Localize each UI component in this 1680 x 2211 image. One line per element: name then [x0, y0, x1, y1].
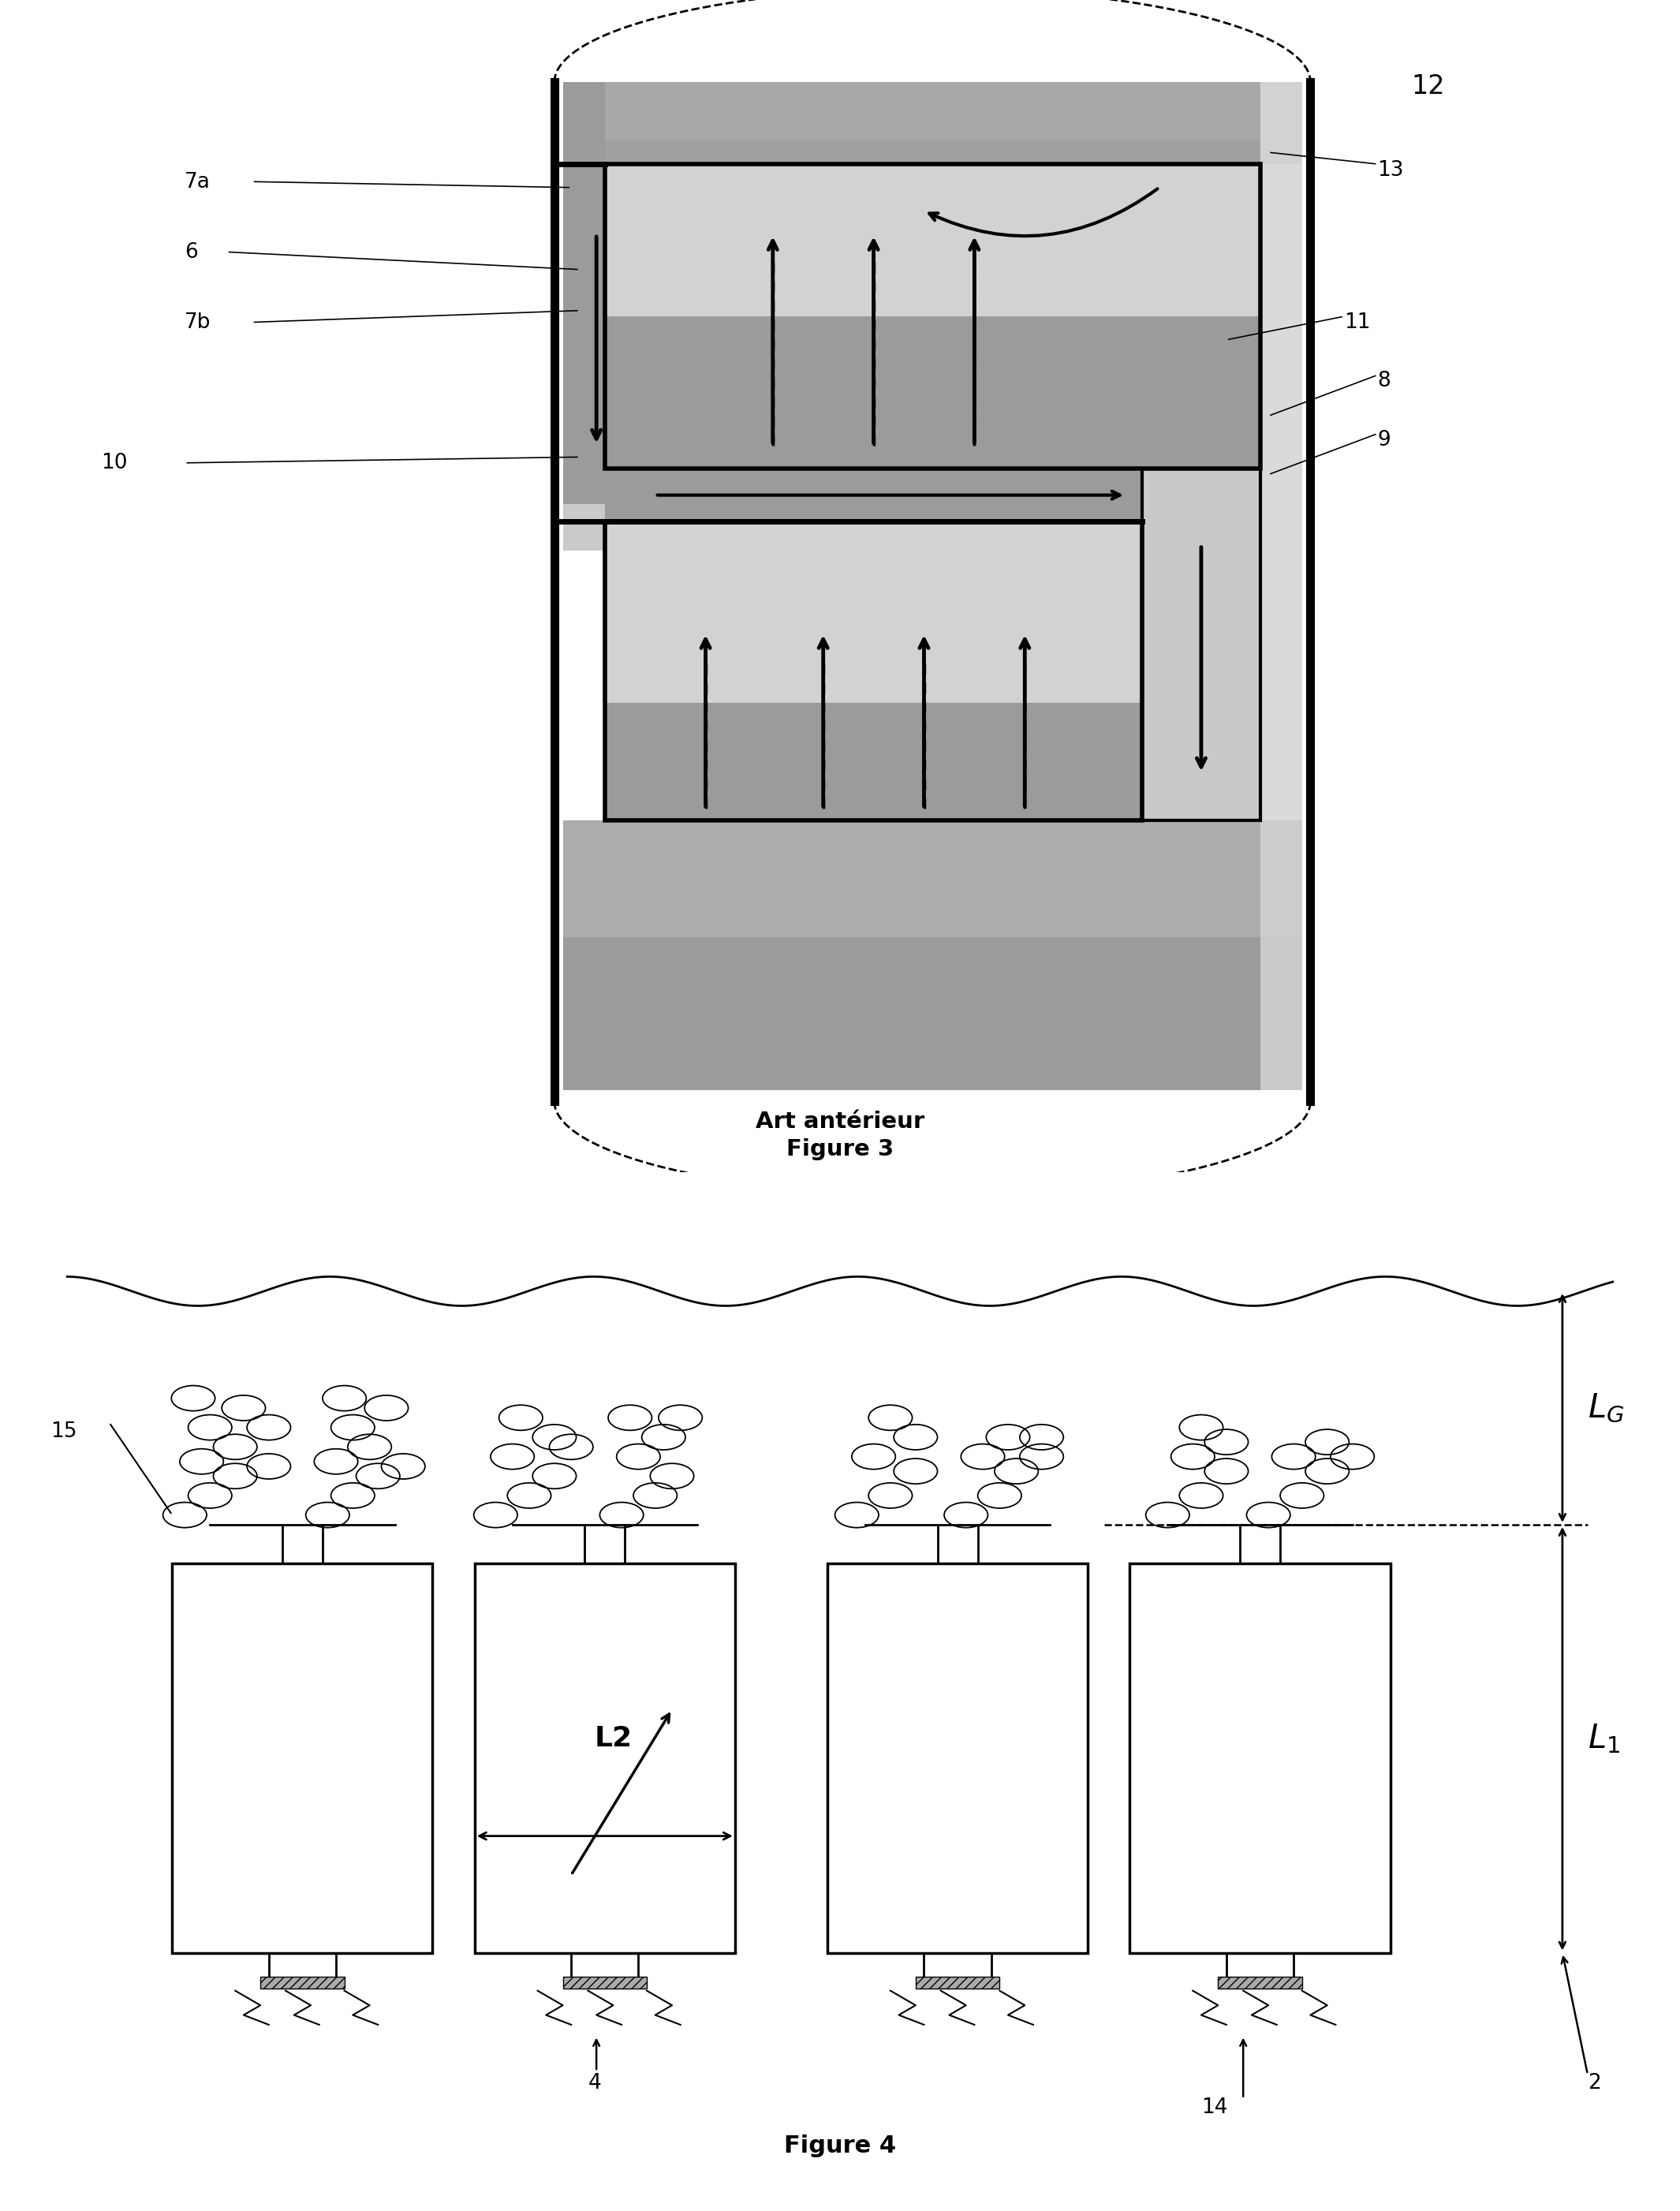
Text: 15: 15 [50, 1422, 77, 1442]
Bar [260, 1977, 344, 1988]
Bar [605, 316, 1260, 469]
Bar [605, 164, 1260, 469]
Text: $L_G$: $L_G$ [1588, 1391, 1625, 1424]
Text: 7a: 7a [185, 172, 210, 192]
Text: Art antérieur
Figure 3: Art antérieur Figure 3 [756, 1110, 924, 1161]
Text: $L_1$: $L_1$ [1588, 1722, 1620, 1756]
Bar [605, 703, 1142, 820]
Bar [563, 820, 1302, 937]
Text: 11: 11 [1344, 312, 1371, 334]
Bar [1142, 469, 1260, 820]
Bar [171, 1563, 433, 1952]
Bar [563, 1977, 647, 1988]
Bar [605, 522, 1142, 820]
Text: 2: 2 [1588, 2074, 1601, 2094]
Bar [563, 164, 605, 551]
Bar [605, 164, 1260, 316]
Bar [474, 1563, 736, 1952]
Text: 12: 12 [1411, 73, 1445, 99]
Text: L2: L2 [595, 1725, 632, 1751]
Bar [1142, 469, 1260, 820]
Text: 9: 9 [1378, 429, 1391, 451]
Bar [563, 504, 605, 551]
Text: 13: 13 [1378, 159, 1404, 181]
Bar [916, 1977, 1000, 1988]
Bar [605, 522, 1142, 703]
Text: 14: 14 [1201, 2098, 1228, 2118]
Bar [1218, 1977, 1302, 1988]
Bar [605, 469, 1142, 522]
Bar [1260, 82, 1302, 164]
Text: 6: 6 [185, 241, 198, 263]
Bar [1260, 164, 1302, 820]
Text: 10: 10 [101, 453, 128, 473]
Bar [827, 1563, 1089, 1952]
Text: 4: 4 [588, 2074, 601, 2094]
Text: Figure 4: Figure 4 [785, 2134, 895, 2158]
Bar [1260, 820, 1302, 1090]
Text: 8: 8 [1378, 371, 1391, 391]
Bar [605, 82, 1260, 142]
Bar [1129, 1563, 1391, 1952]
Bar [605, 82, 1260, 164]
Bar [563, 82, 605, 164]
Text: 7b: 7b [185, 312, 212, 334]
Bar [563, 820, 1302, 1090]
